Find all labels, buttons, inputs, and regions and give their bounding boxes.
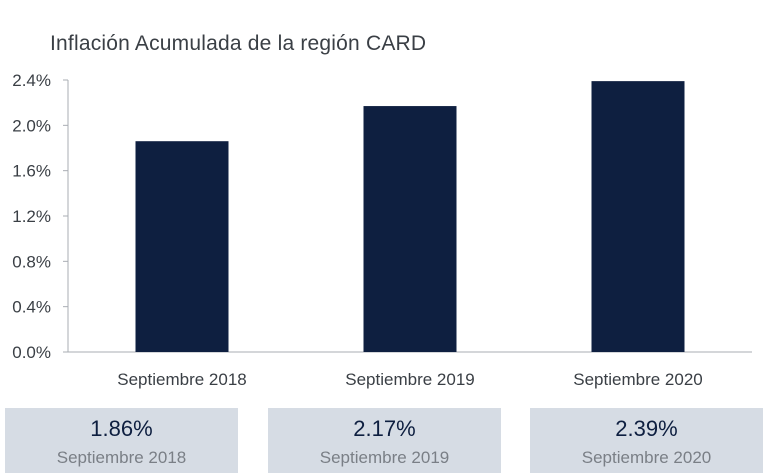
stat-card-2019: 2.17% Septiembre 2019 — [268, 408, 501, 473]
stat-card-2020: 2.39% Septiembre 2020 — [530, 408, 763, 473]
x-axis-labels: Septiembre 2018 Septiembre 2019 Septiembre… — [117, 370, 702, 389]
x-tick-label: Septiembre 2020 — [573, 370, 702, 389]
y-tick-label: 0.0% — [12, 343, 51, 362]
y-tick-label: 2.0% — [12, 116, 51, 135]
x-tick-label: Septiembre 2019 — [345, 370, 474, 389]
bar-chart: 0.0% 0.4% 0.8% 1.2% 1.6% 2.0% 2.4% Septiembre … — [12, 71, 752, 389]
y-tick-label: 1.2% — [12, 207, 51, 226]
stat-label: Septiembre 2020 — [581, 448, 712, 467]
stat-value: 1.86% — [90, 416, 153, 441]
y-axis-ticks: 0.0% 0.4% 0.8% 1.2% 1.6% 2.0% 2.4% — [12, 71, 68, 362]
bar-1 — [135, 141, 229, 352]
y-tick-label: 0.8% — [12, 252, 51, 271]
bar-3 — [591, 81, 685, 352]
stat-value: 2.17% — [353, 416, 416, 441]
bars — [135, 81, 685, 352]
stat-card-2018: 1.86% Septiembre 2018 — [5, 408, 238, 473]
chart-title: Inflación Acumulada de la región CARD — [50, 32, 427, 55]
y-tick-label: 1.6% — [12, 162, 51, 181]
bar-2 — [363, 106, 457, 352]
y-tick-label: 0.4% — [12, 298, 51, 317]
x-tick-label: Septiembre 2018 — [117, 370, 246, 389]
stat-value: 2.39% — [615, 416, 678, 441]
stat-label: Septiembre 2019 — [319, 448, 450, 467]
stat-label: Septiembre 2018 — [56, 448, 187, 467]
y-tick-label: 2.4% — [12, 71, 51, 90]
